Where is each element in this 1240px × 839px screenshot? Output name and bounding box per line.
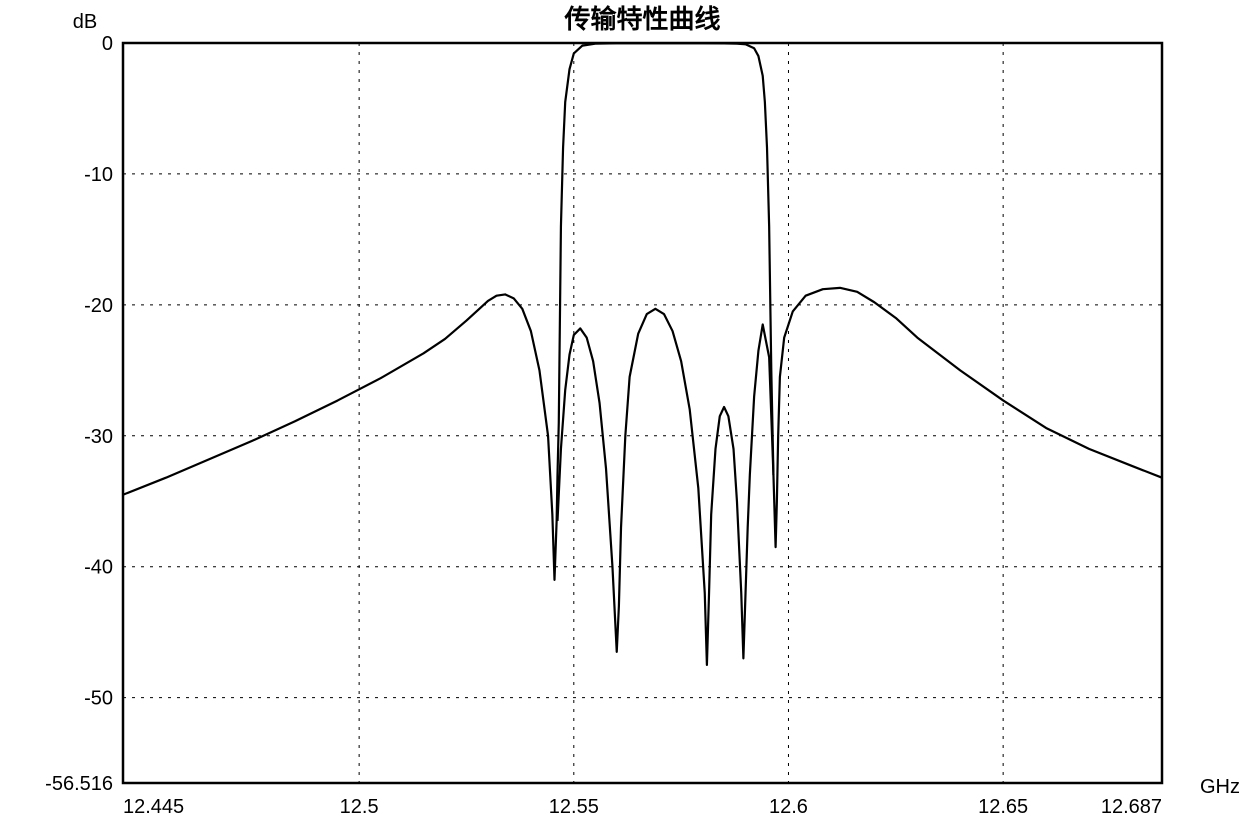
- x-tick-label: 12.445: [123, 796, 184, 818]
- chart-title: 传输特性曲线: [563, 4, 720, 34]
- data-series-1: [123, 43, 1162, 580]
- chart-container: 传输特性曲线 dB GHz 12.445 12.5 12.55 12.6 12.65 12.68…: [0, 0, 1240, 839]
- chart-svg: 传输特性曲线 dB GHz 12.445 12.5 12.55 12.6 12.65 12.68…: [0, 0, 1240, 839]
- y-tick-label: -50: [84, 688, 113, 710]
- x-tick-label: 12.65: [978, 796, 1028, 818]
- x-tick-label: 12.55: [549, 796, 599, 818]
- x-tick-label: 12.6: [769, 796, 808, 818]
- y-tick-label: -30: [84, 426, 113, 448]
- x-axis-label: GHz: [1200, 776, 1240, 798]
- y-tick-label: 0: [102, 33, 113, 55]
- x-tick-label: 12.5: [340, 796, 379, 818]
- y-tick-label: -56.516: [45, 773, 113, 795]
- y-axis-label: dB: [73, 11, 97, 33]
- x-tick-label: 12.687: [1101, 796, 1162, 818]
- y-tick-label: -40: [84, 557, 113, 579]
- y-tick-label: -10: [84, 164, 113, 186]
- data-series-2: [557, 309, 773, 665]
- y-tick-label: -20: [84, 295, 113, 317]
- plot-border: [123, 43, 1162, 783]
